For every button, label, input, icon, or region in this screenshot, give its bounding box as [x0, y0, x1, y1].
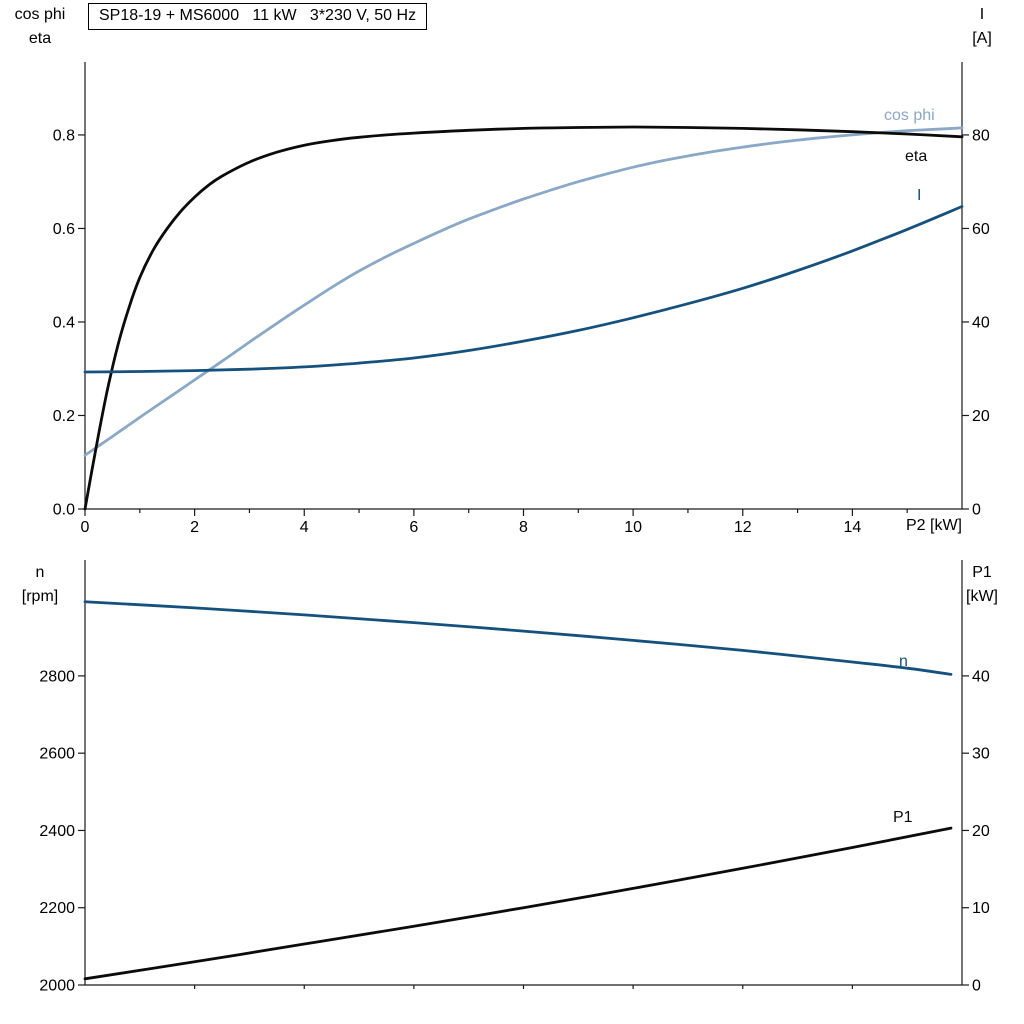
y-tick-label-left: 2200 [39, 900, 75, 917]
curve-p1 [83, 826, 953, 981]
y-tick-label-left: 0.8 [53, 127, 75, 144]
y-tick-label-right: 30 [972, 746, 990, 763]
y-tick-label-right: 10 [972, 900, 990, 917]
top-left-axis-title: cos phi eta [0, 3, 80, 51]
curve-label-speed: n [899, 653, 908, 670]
y-tick-label-right: 0 [972, 978, 981, 995]
x-tick-label: 4 [300, 519, 309, 536]
y-tick-label-left: 0.2 [53, 408, 75, 425]
curve-label-p1: P1 [893, 809, 913, 826]
y-tick-label-right: 80 [972, 127, 990, 144]
y-tick-label-right: 20 [972, 823, 990, 840]
y-tick-label-left: 2800 [39, 668, 75, 685]
y-tick-label-right: 40 [972, 668, 990, 685]
x-tick-label: 8 [519, 519, 528, 536]
bottom-chart: 2000 2200 2400 2600 2800 0 10 20 30 40 [39, 560, 990, 995]
axis-title-speed: n [35, 564, 45, 581]
curve-eta [83, 125, 964, 511]
x-tick-label: 2 [190, 519, 199, 536]
y-tick-label-left: 0.6 [53, 221, 75, 238]
x-tick-label: 0 [81, 519, 90, 536]
x-tick-label: 14 [843, 519, 861, 536]
curve-cos-phi [83, 126, 964, 457]
y-tick-label-left: 0.4 [53, 314, 75, 331]
top-right-axis-title: I [A] [950, 3, 1014, 51]
y-tick-label-left: 0.0 [53, 502, 75, 519]
curve-label-current: I [917, 187, 922, 204]
axis-title-kw-unit: [kW] [966, 588, 998, 605]
y-tick-label-left: 2600 [39, 746, 75, 763]
curve-label-eta: eta [905, 148, 928, 165]
y-tick-label-right: 60 [972, 221, 990, 238]
curve-n [83, 600, 953, 676]
bottom-left-axis-title: n [rpm] [0, 561, 80, 609]
axis-title-p1: P1 [972, 564, 992, 581]
axis-title-current: I [979, 6, 985, 23]
axis-title-eta: eta [28, 30, 52, 47]
x-axis-label: P2 [kW] [905, 517, 962, 534]
curve-i [83, 205, 964, 374]
y-tick-label-right: 0 [972, 502, 981, 519]
axis-title-rpm-unit: [rpm] [21, 588, 59, 605]
x-tick-label: 10 [624, 519, 642, 536]
y-tick-label-left: 2400 [39, 823, 75, 840]
axis-title-ampere-unit: [A] [972, 30, 992, 47]
x-tick-label: 6 [409, 519, 418, 536]
axis-title-cos-phi: cos phi [14, 6, 66, 23]
x-tick-label: 12 [734, 519, 752, 536]
bottom-right-axis-title: P1 [kW] [950, 561, 1014, 609]
y-tick-label-right: 40 [972, 314, 990, 331]
y-tick-label-left: 2000 [39, 978, 75, 995]
chart-title-box: SP18-19 + MS6000 11 kW 3*230 V, 50 Hz [88, 3, 428, 30]
curve-label-cos-phi: cos phi [884, 107, 935, 124]
top-chart: 0.0 0.2 0.4 0.6 0.8 0 20 40 60 80 0 2 4 6 8 10 12 14 [53, 62, 990, 536]
y-tick-label-right: 20 [972, 408, 990, 425]
